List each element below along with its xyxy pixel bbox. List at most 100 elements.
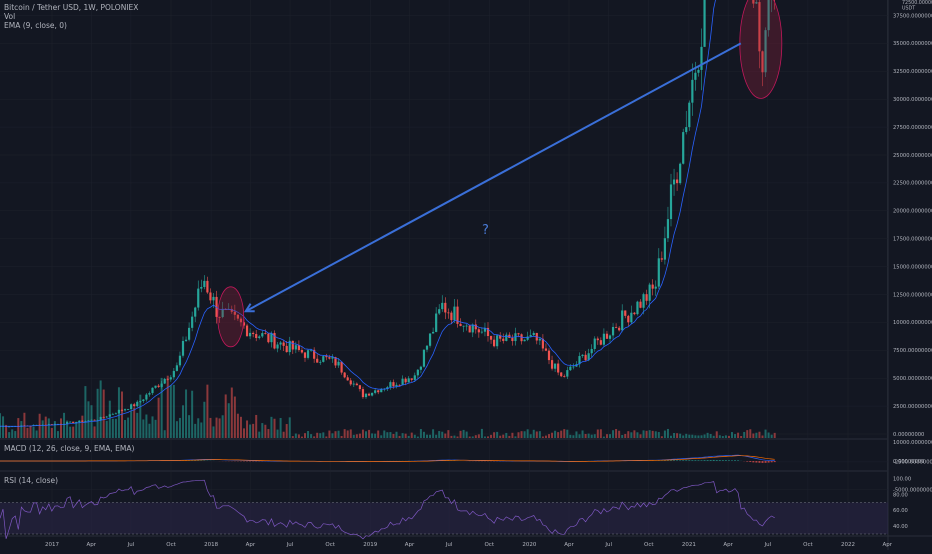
volume-bar xyxy=(588,434,590,438)
candle-body xyxy=(161,384,163,387)
candle-body xyxy=(472,324,474,332)
volume-bar xyxy=(673,433,675,438)
volume-bar xyxy=(277,430,279,438)
volume-bar xyxy=(752,433,754,438)
candle-body xyxy=(646,294,648,301)
volume-bar xyxy=(310,434,312,438)
volume-bar xyxy=(112,419,114,438)
volume-bar xyxy=(731,432,733,438)
volume-bar xyxy=(624,434,626,438)
volume-bar xyxy=(94,426,96,438)
candle-body xyxy=(322,356,324,362)
volume-bar xyxy=(411,433,413,438)
volume-bar xyxy=(72,427,74,438)
volume-bar xyxy=(185,389,187,438)
candle-body xyxy=(261,333,263,336)
volume-bar xyxy=(627,431,629,438)
volume-bar xyxy=(557,432,559,438)
volume-bar xyxy=(542,436,544,438)
candle-body xyxy=(667,219,669,238)
ema-legend[interactable]: EMA (9, close, 0) xyxy=(4,21,138,30)
candle-body xyxy=(286,346,288,352)
candle-body xyxy=(90,420,92,421)
rsi-axis-tick: 40.00 xyxy=(893,524,908,530)
candle-body xyxy=(438,309,440,313)
candle-body xyxy=(258,336,260,338)
macd-axis-tick: 0.00000000 xyxy=(893,459,924,465)
volume-bar xyxy=(124,420,126,438)
candle-body xyxy=(469,326,471,333)
volume-bar xyxy=(417,437,419,438)
candle-body xyxy=(609,335,611,338)
price-axis-tick: 10000.00000000 xyxy=(893,320,932,326)
volume-bar xyxy=(14,431,16,438)
rsi-legend[interactable]: RSI (14, close) xyxy=(4,476,58,485)
candle-body xyxy=(301,350,303,352)
macd-axis-tick: 10000.00000000 xyxy=(893,440,932,446)
volume-bar xyxy=(289,417,291,438)
volume-bar xyxy=(316,433,318,438)
candle-body xyxy=(545,348,547,350)
volume-bar xyxy=(179,418,181,438)
candle-body xyxy=(481,332,483,333)
volume-bar xyxy=(765,430,767,438)
macd-histogram-bar xyxy=(722,460,724,461)
volume-bar xyxy=(258,432,260,438)
volume-bar xyxy=(30,426,32,438)
time-axis-label: 2020 xyxy=(522,542,536,548)
candle-body xyxy=(496,335,498,346)
candle-body xyxy=(316,359,318,363)
candle-body xyxy=(133,404,135,406)
volume-bar xyxy=(725,435,727,438)
volume-bar xyxy=(319,433,321,438)
volume-bar xyxy=(155,420,157,438)
macd-legend[interactable]: MACD (12, 26, close, 9, EMA, EMA) xyxy=(4,444,134,453)
volume-bar xyxy=(280,418,282,438)
candle-body xyxy=(597,339,599,341)
candle-body xyxy=(505,335,507,341)
volume-bar xyxy=(392,434,394,438)
candle-body xyxy=(194,308,196,317)
volume-bar xyxy=(103,390,105,438)
candle-body xyxy=(188,328,190,340)
volume-bar xyxy=(600,429,602,438)
volume-bar xyxy=(399,436,401,438)
volume-bar xyxy=(679,434,681,438)
volume-bar xyxy=(530,434,532,438)
volume-bar xyxy=(359,434,361,438)
candle-body xyxy=(679,164,681,183)
volume-bar xyxy=(167,376,169,438)
candle-body xyxy=(136,402,138,406)
macd-histogram-bar xyxy=(746,461,748,462)
volume-bar xyxy=(457,437,459,438)
volume-bar xyxy=(646,431,648,438)
volume-bar xyxy=(26,428,28,438)
volume-bar xyxy=(386,432,388,438)
volume-bar xyxy=(438,431,440,438)
volume-bar xyxy=(374,434,376,438)
candle-body xyxy=(569,367,571,370)
candle-body xyxy=(118,410,120,413)
candle-body xyxy=(463,326,465,327)
volume-bar xyxy=(661,436,663,438)
time-axis-label: Oct xyxy=(484,542,494,548)
volume-bar xyxy=(774,433,776,438)
candle-body xyxy=(252,333,254,334)
candle-body xyxy=(121,410,123,411)
candle-body xyxy=(459,324,461,326)
candle-body xyxy=(151,388,153,393)
candle-body xyxy=(533,333,535,335)
volume-bar xyxy=(667,429,669,438)
volume-bar xyxy=(737,433,739,438)
symbol-title[interactable]: Bitcoin / Tether USD, 1W, POLONIEX xyxy=(4,3,138,12)
candle-body xyxy=(328,357,330,358)
candle-body xyxy=(539,339,541,341)
volume-legend[interactable]: Vol xyxy=(4,12,138,21)
volume-bar xyxy=(106,421,108,438)
volume-bar xyxy=(704,434,706,438)
candle-body xyxy=(642,294,644,308)
macd-histogram-bar xyxy=(694,460,696,461)
volume-bar xyxy=(216,418,218,438)
